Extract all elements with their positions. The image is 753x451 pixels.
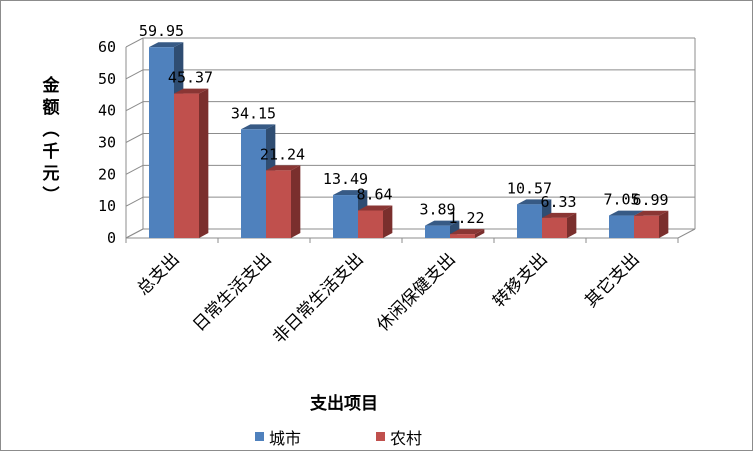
bar-front bbox=[358, 210, 383, 238]
x-axis-title: 支出项目 bbox=[310, 393, 378, 414]
y-tick-label: 30 bbox=[98, 134, 116, 152]
y-tick-label: 50 bbox=[98, 70, 116, 88]
bar-top bbox=[634, 210, 669, 216]
bar-top bbox=[609, 210, 644, 216]
y-tick-label: 60 bbox=[98, 38, 116, 56]
gridline-depth bbox=[125, 133, 144, 143]
bar-top bbox=[358, 205, 393, 211]
category-label: 日常生活支出 bbox=[189, 249, 275, 335]
gridline-depth bbox=[125, 37, 144, 48]
data-label: 7.05 bbox=[603, 191, 639, 209]
grid-lines bbox=[125, 37, 695, 239]
bar-1-1 bbox=[266, 165, 301, 238]
bar-0-1 bbox=[241, 124, 276, 238]
bar-front bbox=[542, 217, 567, 238]
bar-top bbox=[174, 88, 209, 94]
category-label: 非日常生活支出 bbox=[269, 249, 367, 347]
bar-side bbox=[567, 212, 577, 238]
bar-front bbox=[425, 225, 450, 238]
gridline-depth bbox=[125, 101, 144, 112]
bars bbox=[149, 42, 669, 239]
gridline-depth bbox=[125, 69, 144, 80]
bar-side bbox=[475, 229, 485, 238]
bar-top bbox=[517, 199, 552, 205]
gridline-depth bbox=[125, 196, 144, 207]
y-tick-label: 0 bbox=[107, 229, 116, 247]
bar-side bbox=[291, 165, 301, 238]
category-label: 其它支出 bbox=[581, 249, 643, 311]
bar-side bbox=[659, 210, 669, 238]
category-label: 总支出 bbox=[133, 249, 183, 299]
legend: 城市 农村 bbox=[255, 429, 422, 448]
bar-side bbox=[199, 88, 209, 239]
bar-top bbox=[333, 190, 368, 196]
bar-top bbox=[241, 124, 276, 130]
bar-1-3 bbox=[450, 229, 485, 238]
data-label: 21.24 bbox=[260, 145, 305, 163]
y-tick-label: 40 bbox=[98, 102, 116, 120]
data-label: 3.89 bbox=[419, 201, 455, 219]
bar-1-0 bbox=[174, 88, 209, 239]
y-tick-label: 20 bbox=[98, 165, 116, 183]
data-label: 45.37 bbox=[168, 69, 213, 87]
data-label: 6.99 bbox=[632, 191, 668, 209]
y-axis-title: 金额︵千元︶ bbox=[42, 75, 64, 206]
category-label: 休闲保健支出 bbox=[373, 249, 459, 335]
bar-1-5 bbox=[634, 210, 669, 238]
bar-side bbox=[383, 205, 393, 238]
bar-front bbox=[450, 234, 475, 238]
y-tick-label: 10 bbox=[98, 197, 116, 215]
bar-front bbox=[609, 215, 634, 238]
bar-top bbox=[425, 220, 460, 226]
data-label: 8.64 bbox=[356, 186, 392, 204]
category-label: 转移支出 bbox=[489, 249, 551, 311]
data-label: 13.49 bbox=[323, 170, 368, 188]
bar-front bbox=[241, 129, 266, 238]
gridline-depth bbox=[125, 164, 144, 175]
data-label: 59.95 bbox=[139, 22, 184, 40]
bar-top bbox=[450, 229, 485, 235]
axes bbox=[125, 38, 696, 243]
legend-swatch-rural bbox=[376, 432, 385, 441]
bar-front bbox=[634, 215, 659, 238]
bar-front bbox=[174, 93, 199, 238]
bar-front bbox=[333, 195, 358, 238]
data-label: 34.15 bbox=[231, 104, 276, 122]
data-label: 1.22 bbox=[448, 209, 484, 227]
legend-label-rural: 农村 bbox=[390, 429, 422, 448]
bar-1-4 bbox=[542, 212, 577, 238]
bar-top bbox=[542, 212, 577, 218]
bar-front bbox=[149, 47, 174, 239]
data-labels: 59.95 45.37 34.15 21.24 13.498.64 3.891.22 10.… bbox=[139, 22, 669, 227]
bar-front bbox=[517, 204, 542, 238]
data-label: 6.33 bbox=[540, 193, 576, 211]
data-label: 10.57 bbox=[507, 179, 552, 197]
bar-top bbox=[149, 42, 184, 48]
legend-label-city: 城市 bbox=[269, 429, 301, 448]
tick-labels: 0 10 20 30 40 50 60 bbox=[98, 38, 116, 247]
bar-1-2 bbox=[358, 205, 393, 238]
bar-top bbox=[266, 165, 301, 171]
bar-front bbox=[266, 170, 291, 238]
legend-swatch-city bbox=[255, 432, 264, 441]
